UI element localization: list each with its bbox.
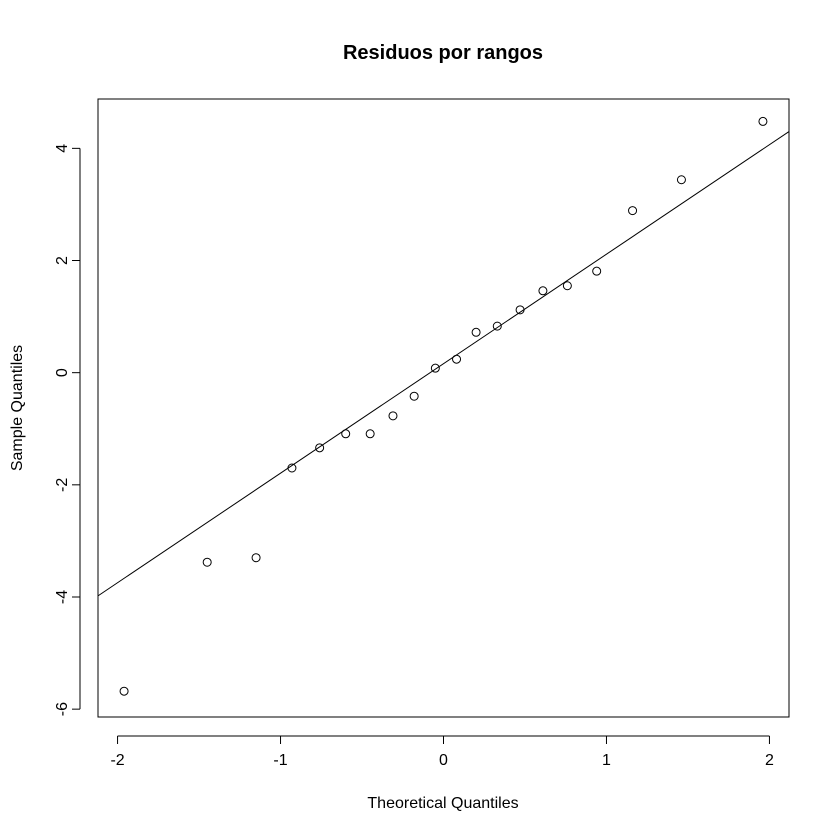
data-point bbox=[471, 327, 481, 337]
y-tick-label: -2 bbox=[54, 478, 71, 492]
y-tick-label: 0 bbox=[54, 368, 71, 377]
x-tick-label: -2 bbox=[110, 752, 124, 769]
data-points bbox=[119, 116, 768, 696]
plot-frame bbox=[97, 98, 790, 718]
x-tick-label: -1 bbox=[273, 752, 287, 769]
data-point bbox=[492, 321, 502, 331]
data-point bbox=[538, 286, 548, 296]
data-point bbox=[409, 391, 419, 401]
y-tick-label: 2 bbox=[54, 256, 71, 265]
data-point bbox=[365, 429, 375, 439]
data-point bbox=[758, 116, 768, 126]
data-point bbox=[341, 429, 351, 439]
data-point bbox=[562, 281, 572, 291]
data-point bbox=[119, 686, 129, 696]
y-axis-title: Sample Quantiles bbox=[9, 345, 26, 471]
data-point bbox=[515, 305, 525, 315]
y-tick-label: -6 bbox=[54, 702, 71, 716]
data-point bbox=[251, 553, 261, 563]
data-point bbox=[676, 175, 686, 185]
y-tick-label: -4 bbox=[54, 590, 71, 604]
reference-line bbox=[97, 131, 790, 597]
data-point bbox=[287, 463, 297, 473]
y-tick-label: 4 bbox=[54, 144, 71, 153]
data-point bbox=[628, 206, 638, 216]
data-point bbox=[388, 411, 398, 421]
data-point bbox=[452, 354, 462, 364]
x-tick-label: 0 bbox=[439, 752, 448, 769]
chart-title: Residuos por rangos bbox=[343, 42, 543, 64]
data-point bbox=[592, 266, 602, 276]
data-point bbox=[315, 443, 325, 453]
y-axis: -6 -4 -2 0 2 4 bbox=[54, 144, 81, 716]
data-point bbox=[430, 363, 440, 373]
x-axis: -2 -1 0 1 2 bbox=[110, 735, 774, 769]
data-point bbox=[202, 557, 212, 567]
x-tick-label: 1 bbox=[602, 752, 611, 769]
x-tick-label: 2 bbox=[765, 752, 774, 769]
x-axis-title: Theoretical Quantiles bbox=[367, 795, 518, 812]
